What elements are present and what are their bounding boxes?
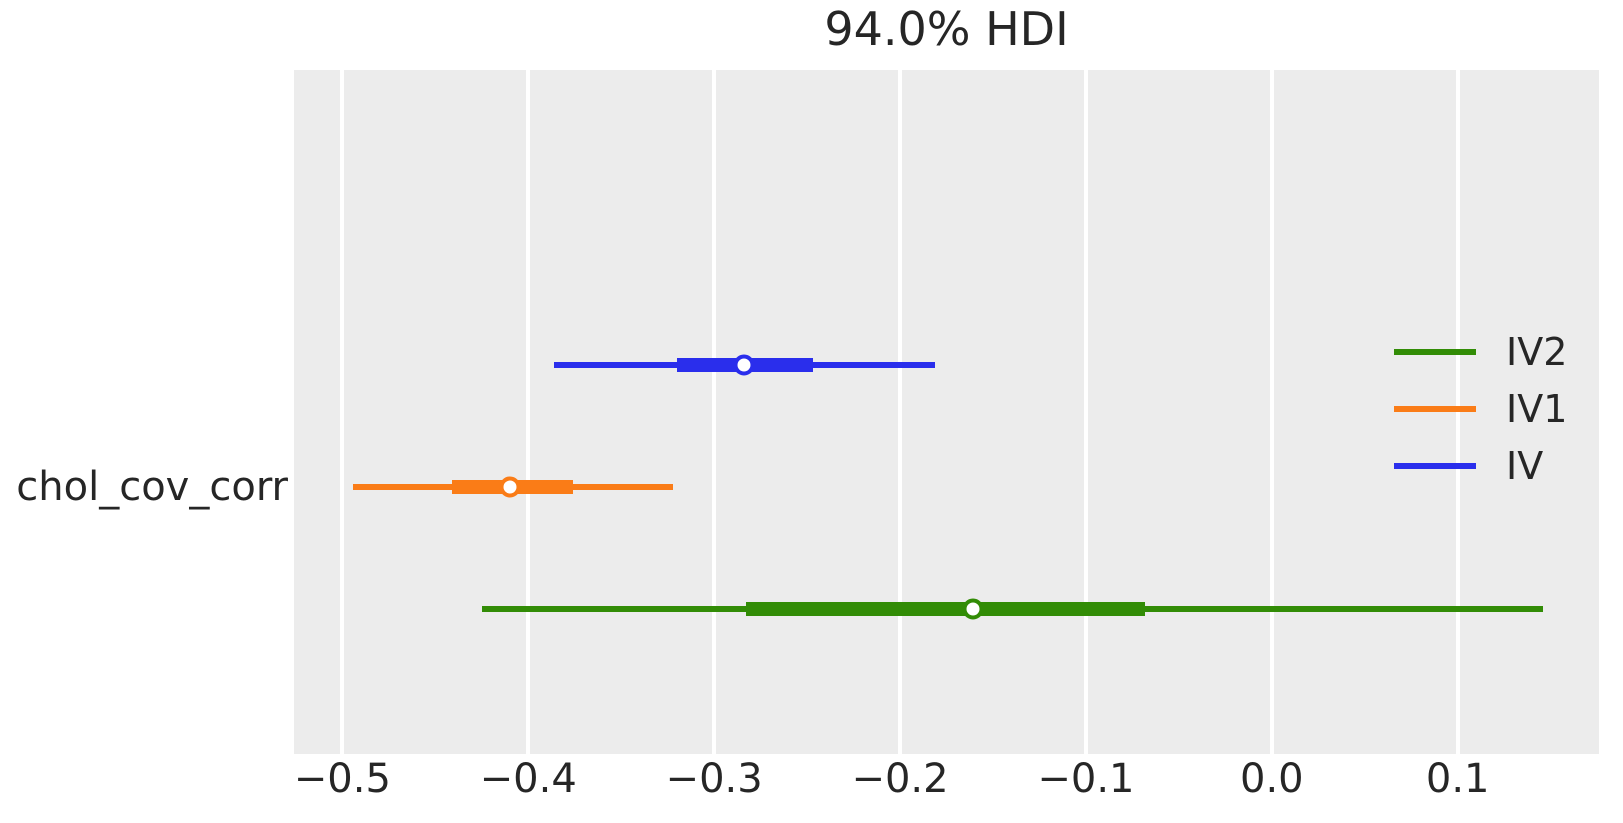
gridline bbox=[712, 70, 717, 754]
gridline bbox=[1455, 70, 1460, 754]
quartile-line-iv2 bbox=[745, 601, 1146, 616]
x-tick-label: −0.3 bbox=[665, 756, 763, 802]
x-tick-label: 0.1 bbox=[1425, 756, 1490, 802]
legend-item-iv1: IV1 bbox=[1394, 380, 1567, 437]
x-tick-label: 0.0 bbox=[1240, 756, 1304, 802]
legend-line-swatch bbox=[1394, 405, 1476, 412]
gridline bbox=[898, 70, 903, 754]
x-tick-label: −0.1 bbox=[1037, 756, 1135, 802]
x-tick-label: −0.2 bbox=[851, 756, 949, 802]
legend-label: IV2 bbox=[1506, 329, 1568, 374]
plot-title: 94.0% HDI bbox=[824, 2, 1069, 56]
legend-item-iv: IV bbox=[1394, 437, 1567, 494]
x-tick-label: −0.4 bbox=[479, 756, 577, 802]
median-marker-iv2 bbox=[962, 598, 984, 620]
legend-item-iv2: IV2 bbox=[1394, 323, 1567, 380]
legend-label: IV1 bbox=[1506, 386, 1568, 431]
legend-label: IV bbox=[1506, 443, 1544, 488]
gridline bbox=[1269, 70, 1274, 754]
median-marker-iv bbox=[733, 354, 755, 376]
gridline bbox=[1083, 70, 1088, 754]
axes-panel bbox=[294, 70, 1599, 754]
y-axis-label: chol_cov_corr bbox=[16, 464, 288, 510]
x-tick-label: −0.5 bbox=[293, 756, 391, 802]
gridline bbox=[340, 70, 345, 754]
x-tick-labels: −0.5 −0.4 −0.3 −0.2 −0.1 0.0 0.1 bbox=[294, 756, 1599, 812]
median-marker-iv1 bbox=[499, 476, 521, 498]
legend-line-swatch bbox=[1394, 462, 1476, 469]
legend: IV2 IV1 IV bbox=[1394, 323, 1567, 494]
legend-line-swatch bbox=[1394, 348, 1476, 355]
gridline bbox=[526, 70, 531, 754]
